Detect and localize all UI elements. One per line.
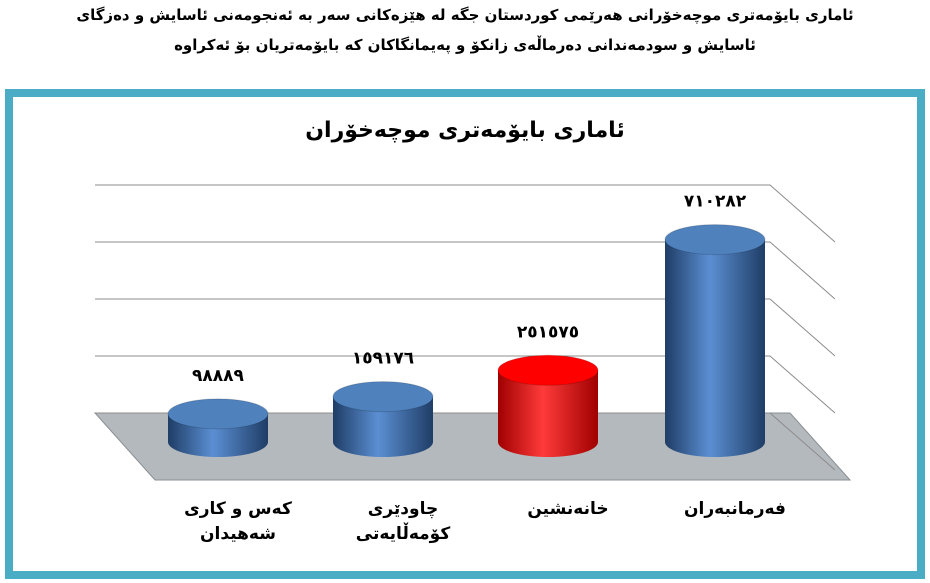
category-label: خانەنشین: [527, 499, 609, 519]
grid-line: [95, 412, 836, 471]
category-label: چاودێری کۆمەڵایەتی: [355, 499, 451, 544]
value-label: ٧١٠٢٨٢: [684, 192, 747, 212]
bar-top: [497, 354, 599, 386]
chart-frame: [5, 89, 925, 579]
grid-line: [95, 298, 836, 357]
bar-top: [332, 381, 434, 413]
category-label: فەرمانبەران: [684, 499, 786, 519]
header-line: ئاسایش و سودمەندانی دەرماڵەی زانکۆ و پەی…: [174, 36, 756, 54]
value-label: ٩٨٨٨٩: [192, 366, 245, 386]
grid-line: [95, 355, 836, 414]
value-label: ١٥٩١٧٦: [352, 349, 414, 369]
bar: [333, 396, 433, 457]
bar: [665, 239, 765, 457]
bar-top: [167, 398, 269, 430]
grid-line: [95, 184, 836, 243]
header-line: ئاماری بایۆمەتری موچەخۆرانی هەرێمی کوردس…: [76, 6, 854, 24]
bar-top: [664, 224, 766, 256]
chart-title: ئاماری بایۆمەتری موچەخۆران: [305, 118, 624, 143]
value-label: ٢٥١٥٧٥: [517, 322, 579, 342]
category-label: کەس و کاری شەهیدان: [184, 499, 292, 544]
bar: [498, 370, 598, 457]
grid-line: [95, 241, 836, 300]
